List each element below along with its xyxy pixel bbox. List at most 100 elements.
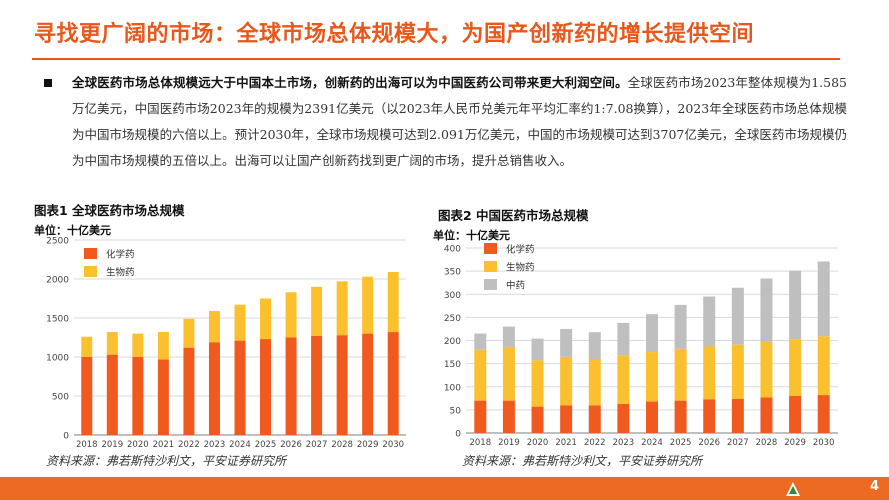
chart2-bar-化学药-2022 [588, 405, 601, 433]
summary-body: 全球医药市场2023年整体规模为1.585万亿美元，中国医药市场2023年的规模… [72, 75, 847, 168]
chart2-xtick-label: 2019 [498, 438, 520, 448]
chart1-bar-生物药-2019 [106, 332, 118, 355]
chart2-xtick-label: 2024 [641, 438, 663, 448]
chart2-xtick-label: 2027 [727, 438, 749, 448]
chart1-xtick-label: 2027 [306, 440, 328, 450]
footer-bar [0, 477, 889, 500]
china-market-chart: 0 50 100 150 200 250 300 350 400 2018 2019 2020 2021… [444, 243, 838, 448]
chart2-xtick-label: 2029 [784, 438, 806, 448]
chart1-bar-生物药-2022 [183, 318, 195, 348]
chart2-legend-swatch [484, 279, 497, 290]
chart2-bar-化学药-2018 [474, 400, 487, 433]
chart2-bar-化学药-2023 [617, 403, 630, 433]
chart2-legend-swatch [484, 261, 497, 272]
chart1-xtick-label: 2028 [331, 440, 353, 450]
chart2-bar-中药-2023 [617, 322, 630, 356]
chart2-bar-生物药-2026 [703, 346, 716, 400]
chart1-xtick-label: 2018 [76, 440, 98, 450]
chart2-ytick-label: 200 [444, 337, 461, 347]
chart1-bar-生物药-2020 [132, 333, 144, 357]
chart2-bar-生物药-2027 [731, 344, 744, 399]
chart2-ytick-label: 400 [444, 245, 461, 255]
chart1-bar-生物药-2021 [157, 332, 169, 360]
chart1-bar-生物药-2028 [336, 281, 348, 336]
summary-bold-lead: 全球医药市场总体规模远大于中国本土市场，创新药的出海可以为中国医药公司带来更大利… [72, 75, 628, 90]
chart2-ytick-label: 50 [450, 406, 462, 416]
chart2-xtick-label: 2025 [670, 438, 692, 448]
chart2-bar-化学药-2030 [817, 395, 830, 433]
global-market-chart: 0 500 1000 1500 2000 2500 2018 2019 2020 2021 2022… [46, 237, 406, 450]
chart1-xtick-label: 2019 [101, 440, 123, 450]
chart2-bar-生物药-2018 [474, 349, 487, 401]
chart1-ytick-label: 1500 [46, 315, 69, 325]
chart1-xtick-label: 2025 [255, 440, 277, 450]
chart2-bar-中药-2025 [674, 304, 687, 349]
chart1-ytick-label: 1000 [46, 354, 69, 364]
figure2-source: 资料来源：弗若斯特沙利文，平安证券研究所 [462, 454, 703, 468]
chart1-bar-化学药-2023 [208, 342, 220, 435]
chart2-ytick-label: 350 [444, 268, 461, 278]
chart2-bar-化学药-2019 [502, 400, 515, 433]
chart2-xtick-label: 2020 [527, 438, 549, 448]
chart2-bar-化学药-2026 [703, 399, 716, 433]
chart1-bar-化学药-2025 [260, 339, 272, 435]
chart1-bar-化学药-2027 [311, 335, 323, 435]
chart1-bar-生物药-2024 [234, 304, 246, 341]
chart2-legend-label: 化学药 [506, 244, 535, 256]
chart2-legend-label: 中药 [506, 280, 525, 292]
chart2-xtick-label: 2023 [613, 438, 635, 448]
figure2-title: 图表2 中国医药市场总规模 [438, 208, 589, 223]
chart2-bar-中药-2024 [646, 314, 658, 353]
chart1-bar-化学药-2026 [285, 337, 297, 435]
chart2-bar-生物药-2019 [502, 347, 515, 401]
chart1-legend-label: 化学药 [106, 249, 135, 261]
chart2-bar-生物药-2024 [646, 352, 658, 402]
chart2-bar-生物药-2022 [588, 359, 601, 406]
chart1-bar-化学药-2030 [387, 332, 399, 435]
chart1-bar-生物药-2023 [208, 310, 220, 343]
chart2-bar-中药-2029 [789, 270, 802, 340]
chart2-bar-生物药-2029 [789, 339, 802, 396]
chart1-bar-生物药-2029 [362, 276, 374, 334]
chart2-bar-中药-2028 [760, 278, 773, 342]
chart1-legend-swatch [84, 266, 97, 277]
chart2-bar-中药-2018 [474, 333, 487, 350]
chart2-ytick-label: 100 [444, 383, 461, 393]
chart2-bar-中药-2027 [731, 287, 744, 345]
chart2-bar-生物药-2021 [560, 356, 573, 406]
chart1-bar-化学药-2019 [106, 354, 118, 435]
chart1-bar-化学药-2029 [362, 333, 374, 435]
chart1-legend-label: 生物药 [106, 267, 135, 279]
chart2-bar-生物药-2025 [674, 348, 687, 401]
chart2-xtick-label: 2026 [698, 438, 720, 448]
chart2-legend-label: 生物药 [506, 262, 535, 274]
chart2-bar-生物药-2023 [617, 355, 630, 404]
chart1-bar-化学药-2020 [132, 357, 144, 435]
chart1-xtick-label: 2029 [357, 440, 379, 450]
chart1-xtick-label: 2023 [204, 440, 226, 450]
chart2-bar-中药-2020 [531, 338, 544, 361]
chart1-bar-生物药-2018 [81, 336, 93, 357]
chart2-bar-化学药-2024 [646, 401, 658, 433]
chart1-bar-生物药-2026 [285, 292, 297, 338]
figure2-unit: 单位：十亿美元 [433, 229, 510, 242]
chart2-ytick-label: 300 [444, 291, 461, 301]
chart1-ytick-label: 0 [63, 432, 69, 442]
chart2-bar-化学药-2021 [560, 405, 573, 433]
chart2-bar-生物药-2028 [760, 341, 773, 398]
company-logo-icon [786, 482, 800, 496]
chart2-ytick-label: 150 [444, 360, 461, 370]
title-divider [32, 58, 840, 60]
chart1-xtick-label: 2021 [153, 440, 175, 450]
figure1-source: 资料来源：弗若斯特沙利文，平安证券研究所 [46, 454, 287, 468]
chart1-xtick-label: 2030 [382, 440, 404, 450]
chart2-xtick-label: 2018 [469, 438, 491, 448]
chart2-legend-swatch [484, 243, 497, 254]
figure1-unit: 单位：十亿美元 [34, 224, 111, 237]
chart1-bar-生物药-2025 [260, 298, 272, 340]
chart2-bar-化学药-2025 [674, 400, 687, 433]
page-number: 4 [869, 479, 879, 494]
chart1-bar-生物药-2030 [387, 271, 399, 333]
chart2-xtick-label: 2030 [813, 438, 835, 448]
chart2-xtick-label: 2028 [756, 438, 778, 448]
